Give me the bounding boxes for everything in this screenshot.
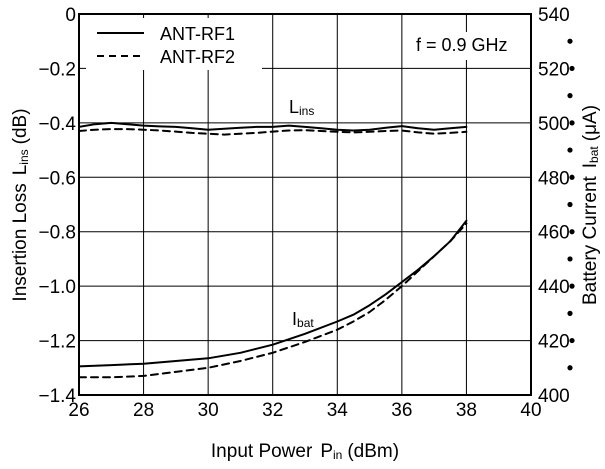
y-right-tick-label: 520 xyxy=(538,59,570,80)
y-right-minor-marker xyxy=(567,310,573,316)
y-right-minor-marker xyxy=(569,174,575,180)
annotation-box xyxy=(408,32,528,60)
frequency-annotation: f = 0.9 GHz xyxy=(416,35,508,55)
x-tick-label: 26 xyxy=(68,400,89,421)
y-right-minor-marker xyxy=(567,365,573,371)
y-right-minor-marker xyxy=(569,120,575,126)
y-left-tick-label: −0.4 xyxy=(38,114,76,135)
y-right-minor-marker xyxy=(569,65,575,72)
y-right-tick-label: 440 xyxy=(538,277,570,298)
y-left-title-symbol: L xyxy=(10,165,31,176)
y-left-axis-title: Insertion Loss Lins (dB) xyxy=(10,108,31,301)
x-tick-label: 36 xyxy=(391,400,412,421)
y-right-minor-marker xyxy=(569,337,575,344)
y-left-tick-label: 0 xyxy=(65,5,76,26)
x-tick-label: 30 xyxy=(198,400,219,421)
x-axis-title-symbol: P xyxy=(320,441,333,462)
lins-subscript: ins xyxy=(299,104,314,118)
x-tick-label: 38 xyxy=(456,400,477,421)
ant-rf2-ibat-curve xyxy=(78,222,468,379)
y-left-title-subscript: ins xyxy=(17,149,31,164)
ibat-curve-label: Ibat xyxy=(292,309,314,330)
plot-frame xyxy=(78,13,532,396)
legend-label-ant-rf1: ANT-RF1 xyxy=(160,24,235,44)
y-right-minor-marker xyxy=(569,283,575,289)
y-right-minor-marker xyxy=(567,147,573,153)
y-left-tick-label: −0.6 xyxy=(38,168,76,189)
y-right-tick-label: 400 xyxy=(538,386,570,407)
y-left-tick-label: −0.8 xyxy=(38,223,76,244)
x-tick-label: 34 xyxy=(327,400,349,421)
y-right-tick-label: 460 xyxy=(538,223,570,244)
lins-symbol: L xyxy=(289,97,299,117)
y-right-minor-marker xyxy=(567,93,573,99)
y-left-title-main: Insertion Loss xyxy=(10,183,31,301)
ticks: 26 28 30 32 34 36 38 400−0.2−0.4−0.6−0.8−1.0−1.… xyxy=(38,5,569,421)
y-left-tick-label: −1.4 xyxy=(38,386,76,407)
y-right-tick-label: 540 xyxy=(538,5,570,26)
ant-rf1-lins-curve xyxy=(78,121,468,132)
y-right-title-unit: (μA) xyxy=(580,105,601,141)
y-right-minor-marker xyxy=(567,201,573,208)
x-tick-label: 40 xyxy=(520,400,541,421)
y-left-title-unit: (dB) xyxy=(10,108,31,144)
y-right-tick-label: 420 xyxy=(538,332,570,353)
lins-curve-label: Lins xyxy=(289,97,314,118)
y-right-minor-marker xyxy=(567,256,573,262)
y-right-minor-marker xyxy=(569,229,575,235)
series-layer xyxy=(78,121,468,379)
x-tick-label: 28 xyxy=(133,400,154,421)
ibat-symbol: I xyxy=(292,309,297,329)
right-axis-markers xyxy=(567,38,575,371)
grid xyxy=(78,13,532,396)
ibat-subscript: bat xyxy=(297,316,314,330)
y-right-tick-label: 500 xyxy=(538,114,570,135)
y-right-title-main: Battery Current xyxy=(580,175,601,305)
y-right-title-subscript: bat xyxy=(587,146,601,163)
y-left-tick-label: −1.0 xyxy=(38,277,76,298)
x-axis-title-unit: (dBm) xyxy=(347,441,399,462)
x-tick-label: 32 xyxy=(262,400,283,421)
y-right-minor-marker xyxy=(567,38,573,44)
y-left-tick-label: −0.2 xyxy=(38,59,76,80)
y-right-axis-title: Battery Current Ibat (μA) xyxy=(580,105,601,305)
x-axis-title-subscript: in xyxy=(333,448,342,462)
y-right-title-symbol: I xyxy=(580,163,601,168)
y-right-tick-label: 480 xyxy=(538,168,570,189)
legend: ANT-RF1 ANT-RF2 xyxy=(86,18,262,70)
legend-box xyxy=(86,18,262,70)
y-left-tick-label: −1.2 xyxy=(38,332,76,353)
x-axis-title-main: Input Power xyxy=(211,441,313,462)
x-axis-title: Input Power Pin (dBm) xyxy=(211,441,399,462)
legend-label-ant-rf2: ANT-RF2 xyxy=(160,47,235,67)
ant-rf2-lins-curve xyxy=(78,128,468,136)
